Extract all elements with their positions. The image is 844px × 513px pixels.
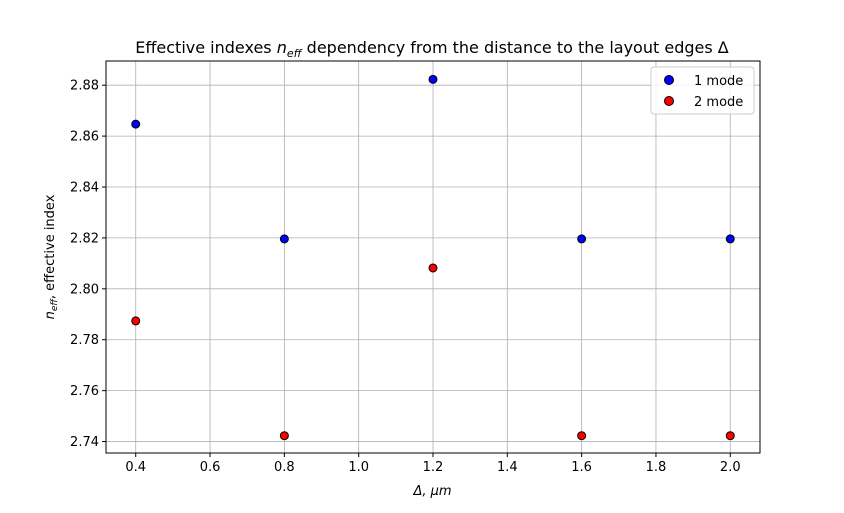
tick-labels: 0.4 0.6 0.8 1.0 1.2 1.4 1.6 1.8 2.0 2.74 2.76 2.78 2… — [70, 79, 741, 475]
x-tick-label-2: 0.8 — [274, 460, 295, 475]
chart-title-math: n — [277, 38, 287, 57]
y-axis-label: neff, effective index — [43, 194, 60, 319]
data-point-series-2-3 — [577, 431, 587, 441]
x-tick-label-1: 0.6 — [200, 460, 221, 475]
data-point-series-1-3 — [577, 234, 587, 244]
y-tick-label-5: 2.84 — [70, 181, 99, 196]
y-axis-label-math-subscript: eff — [50, 298, 60, 312]
y-tick-label-4: 2.82 — [70, 231, 99, 246]
x-axis-label: Δ, μm — [412, 484, 451, 499]
legend: 1 mode 2 mode — [650, 66, 755, 115]
legend-label-series-1: 1 mode — [694, 74, 743, 89]
x-tick-label-8: 2.0 — [720, 460, 741, 475]
legend-box — [650, 66, 755, 115]
legend-marker-series-2 — [664, 96, 674, 106]
data-point-series-2-1 — [279, 431, 289, 441]
y-tick-label-1: 2.76 — [70, 384, 99, 399]
legend-marker-series-1 — [664, 75, 674, 85]
y-axis-label-math: n — [43, 311, 58, 319]
data-point-series-1-2 — [428, 74, 438, 84]
y-tick-label-6: 2.86 — [70, 130, 99, 145]
data-points — [131, 74, 735, 441]
x-tick-label-4: 1.2 — [423, 460, 444, 475]
x-tick-label-0: 0.4 — [125, 460, 146, 475]
chart-title: Effective indexes neff dependency from t… — [135, 38, 728, 60]
x-tick-label-5: 1.4 — [497, 460, 518, 475]
chart-title-math-subscript: eff — [287, 47, 303, 60]
x-tick-label-7: 1.8 — [646, 460, 667, 475]
y-tick-label-3: 2.80 — [70, 282, 99, 297]
chart-title-text: Effective indexes — [135, 38, 276, 57]
data-point-series-1-4 — [725, 234, 735, 244]
data-point-series-1-1 — [279, 234, 289, 244]
data-point-series-1-0 — [131, 119, 141, 129]
legend-label-series-2: 2 mode — [694, 95, 743, 110]
data-point-series-2-0 — [131, 316, 141, 326]
x-tick-label-3: 1.0 — [348, 460, 369, 475]
y-tick-label-2: 2.78 — [70, 333, 99, 348]
x-tick-label-6: 1.6 — [571, 460, 592, 475]
chart-title-text-rest: dependency from the distance to the layo… — [302, 38, 729, 57]
grid-lines — [106, 61, 760, 453]
data-point-series-2-2 — [428, 263, 438, 273]
data-point-series-2-4 — [725, 431, 735, 441]
y-tick-label-0: 2.74 — [70, 435, 99, 450]
y-axis-label-text: , effective index — [43, 194, 58, 299]
y-tick-label-7: 2.88 — [70, 79, 99, 94]
